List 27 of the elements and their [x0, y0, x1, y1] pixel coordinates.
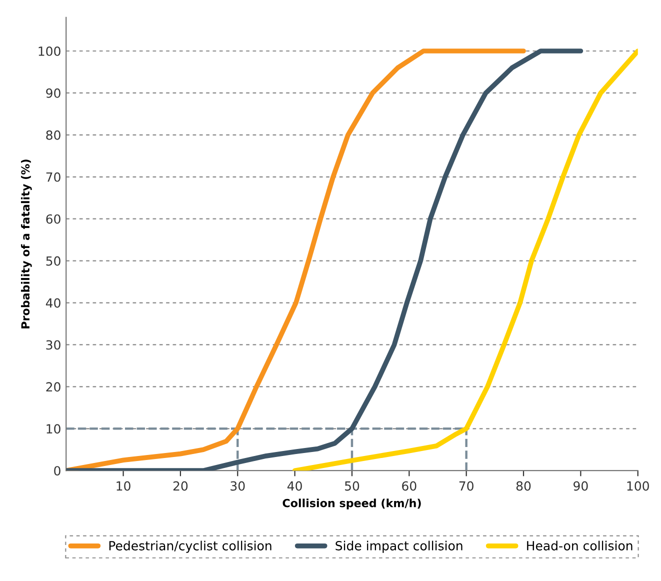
x-axis-title: Collision speed (km/h)	[282, 498, 421, 510]
x-tick-label: 90	[574, 481, 588, 491]
y-tick-label: 70	[46, 172, 60, 182]
y-tick-label: 40	[46, 298, 60, 308]
x-tick-label: 50	[344, 481, 360, 491]
y-tick-label: 0	[54, 466, 60, 476]
y-tick-label: 80	[46, 130, 60, 140]
y-tick-label: 50	[46, 256, 60, 266]
legend-label: Side impact collision	[336, 540, 462, 553]
y-tick-label: 20	[46, 382, 60, 392]
x-tick-label: 30	[230, 481, 245, 491]
x-tick-label: 70	[459, 481, 474, 491]
x-tick-label: 100	[627, 481, 649, 491]
line-series	[292, 48, 638, 471]
y-axis-title: Probability of a fatality (%)	[20, 160, 32, 328]
x-tick-label: 40	[287, 481, 302, 491]
x-tick-label: 60	[402, 481, 416, 491]
x-tick-label: 20	[173, 481, 188, 491]
y-tick-label: 90	[46, 88, 60, 98]
y-tick-label: 60	[46, 214, 60, 224]
x-tick-label: 10	[116, 481, 130, 491]
y-tick-label: 10	[46, 424, 60, 434]
legend-label: Head-on collision	[527, 540, 632, 550]
y-tick-label: 30	[46, 340, 60, 350]
x-tick-label: 80	[516, 481, 531, 491]
y-tick-label: 100	[38, 46, 60, 56]
legend-label: Pedestrian/cyclist collision	[109, 540, 272, 553]
